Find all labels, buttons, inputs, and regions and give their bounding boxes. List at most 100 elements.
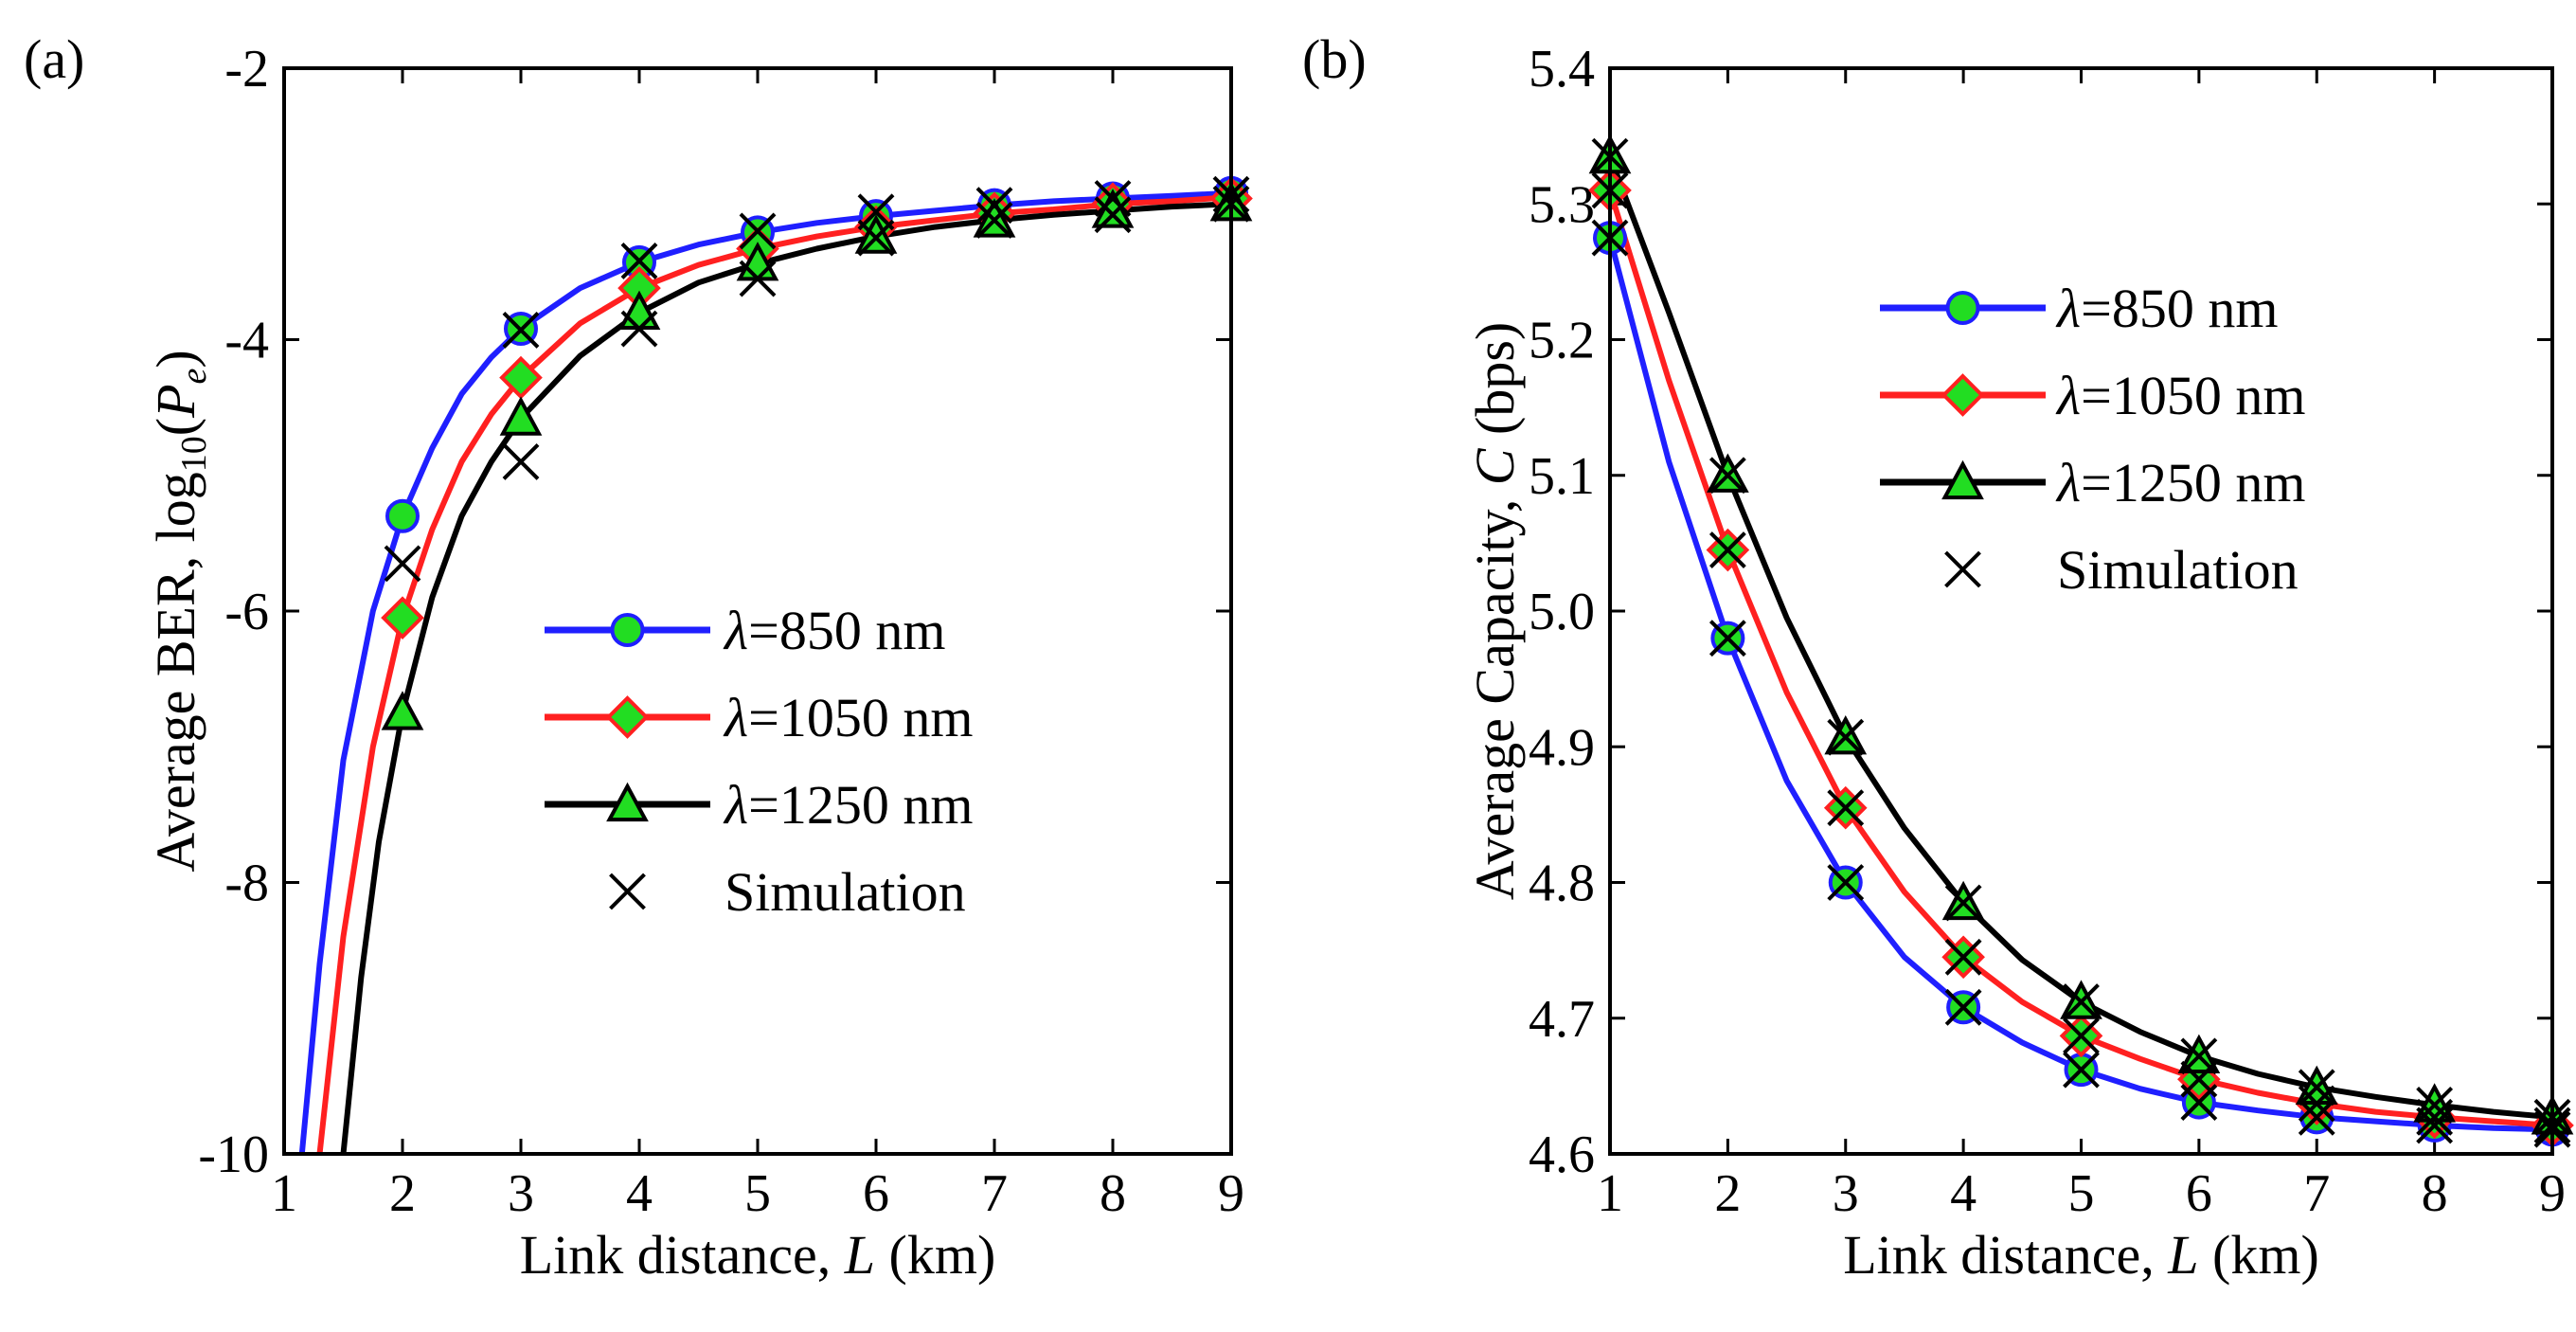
y-tick-label: 4.6 <box>1529 1125 1595 1184</box>
series-line-1 <box>316 194 1231 1154</box>
plot-frame <box>282 66 1233 1156</box>
legend-label: λ=1250 nm <box>2055 452 2305 513</box>
legend-marker-circle <box>1945 291 1980 325</box>
x-axis-label: Link distance, L (km) <box>1843 1224 2319 1286</box>
x-tick-label: 2 <box>389 1164 416 1223</box>
plot-frame <box>1608 66 2554 1156</box>
legend-marker-cross <box>1944 550 1981 588</box>
data-point-triangle <box>617 290 661 330</box>
legend-marker-diamond <box>605 695 650 739</box>
chart-panel-a: (a) 1 2 3 4 5 6 7 8 9 -10 -8 -6 -4 -2 Link distance, L … <box>24 28 1253 1286</box>
legend-marker-triangle <box>606 782 649 822</box>
x-axis-label: Link distance, L (km) <box>520 1224 996 1286</box>
x-tick-label: 4 <box>1950 1164 1977 1223</box>
markers <box>1588 134 2574 1148</box>
simulation-point <box>1094 196 1132 234</box>
simulation-point <box>1827 718 1865 756</box>
simulation-point <box>2063 1017 2100 1054</box>
simulation-point <box>975 202 1013 239</box>
y-tick-label: 4.8 <box>1529 855 1595 913</box>
simulation-point <box>857 193 895 231</box>
plot-area <box>298 189 1231 1154</box>
legend-label: λ=1050 nm <box>2055 365 2305 426</box>
legend-label-simulation: Simulation <box>2057 539 2299 601</box>
simulation-point <box>502 312 540 349</box>
y-tick-label: -4 <box>224 312 269 370</box>
legend: λ=850 nm λ=1050 nm λ=1250 nm Simulation <box>1880 278 2305 601</box>
simulation-point <box>1094 180 1132 217</box>
series-line-0 <box>298 189 1231 1154</box>
simulation-point <box>1827 864 1865 901</box>
data-point-triangle <box>854 214 898 254</box>
x-tick-label: 1 <box>271 1164 297 1223</box>
simulation-point <box>975 187 1013 225</box>
y-tick-label: -10 <box>198 1125 269 1184</box>
x-tick-label: 2 <box>1714 1164 1741 1223</box>
x-tick-label: 3 <box>508 1164 534 1223</box>
data-point-diamond <box>381 596 424 639</box>
y-axis-label: Average Capacity, C (bps) <box>1464 322 1526 900</box>
y-tick-label: 5.1 <box>1529 447 1595 506</box>
y-tick-label: 4.7 <box>1529 990 1595 1049</box>
x-tick-label: 1 <box>1597 1164 1623 1223</box>
simulation-point <box>2063 983 2100 1020</box>
legend-label: λ=850 nm <box>2055 278 2278 339</box>
legend-label-simulation: Simulation <box>724 861 966 923</box>
simulation-point <box>739 212 777 250</box>
y-tick-label: 5.0 <box>1529 583 1595 641</box>
data-point-circle <box>385 498 420 533</box>
simulation-point <box>1708 620 1746 657</box>
x-tick-label: 4 <box>626 1164 653 1223</box>
legend-marker-triangle <box>1941 459 1984 500</box>
y-tick-label: 5.4 <box>1529 40 1595 99</box>
simulation-point <box>2416 1087 2454 1124</box>
legend-marker-cross <box>609 873 646 910</box>
simulation-point <box>1944 884 1982 922</box>
simulation-point <box>739 260 777 297</box>
legend-marker-circle <box>610 613 645 647</box>
x-tick-label: 8 <box>2422 1164 2448 1223</box>
simulation-point <box>384 545 421 583</box>
panel-label: (a) <box>24 28 84 90</box>
y-tick-label: -2 <box>224 40 269 99</box>
y-tick-label: 5.2 <box>1529 312 1595 370</box>
simulation-point <box>1944 988 1982 1026</box>
simulation-point <box>2298 1098 2335 1136</box>
x-tick-label: 5 <box>744 1164 771 1223</box>
y-axis-label: Average BER, log10(Pe) <box>145 350 214 873</box>
panel-label: (b) <box>1302 28 1367 90</box>
x-tick-label: 5 <box>2068 1164 2095 1223</box>
simulation-point <box>502 443 540 480</box>
x-tick-label: 6 <box>2186 1164 2212 1223</box>
x-tick-label: 9 <box>2539 1164 2566 1223</box>
simulation-point <box>1708 531 1746 568</box>
legend-marker-diamond <box>1941 373 1985 417</box>
simulation-point <box>1708 457 1746 495</box>
legend-label: λ=850 nm <box>723 600 945 661</box>
x-tick-label: 3 <box>1833 1164 1859 1223</box>
y-tick-label: -8 <box>224 855 269 913</box>
y-tick-label: -6 <box>224 583 269 641</box>
x-tick-label: 8 <box>1100 1164 1126 1223</box>
simulation-point <box>2063 1051 2100 1089</box>
simulation-point <box>2416 1098 2454 1136</box>
legend-label: λ=1050 nm <box>723 687 973 748</box>
simulation-point <box>1827 789 1865 827</box>
x-tick-label: 7 <box>2303 1164 2330 1223</box>
simulation-point <box>2298 1085 2335 1123</box>
simulation-point <box>1944 938 1982 976</box>
y-tick-label: 5.3 <box>1529 175 1595 234</box>
x-tick-label: 6 <box>863 1164 889 1223</box>
legend: λ=850 nm λ=1050 nm λ=1250 nm Simulation <box>545 600 973 923</box>
x-tick-label: 7 <box>981 1164 1008 1223</box>
simulation-point <box>620 243 658 279</box>
simulation-point <box>2180 1037 2218 1075</box>
simulation-point <box>620 310 658 348</box>
simulation-point <box>2298 1069 2335 1107</box>
data-point-triangle <box>381 691 424 730</box>
y-tick-label: 4.9 <box>1529 718 1595 777</box>
data-point-triangle <box>499 396 543 436</box>
legend-label: λ=1250 nm <box>723 774 973 836</box>
series-line-2 <box>340 201 1231 1154</box>
